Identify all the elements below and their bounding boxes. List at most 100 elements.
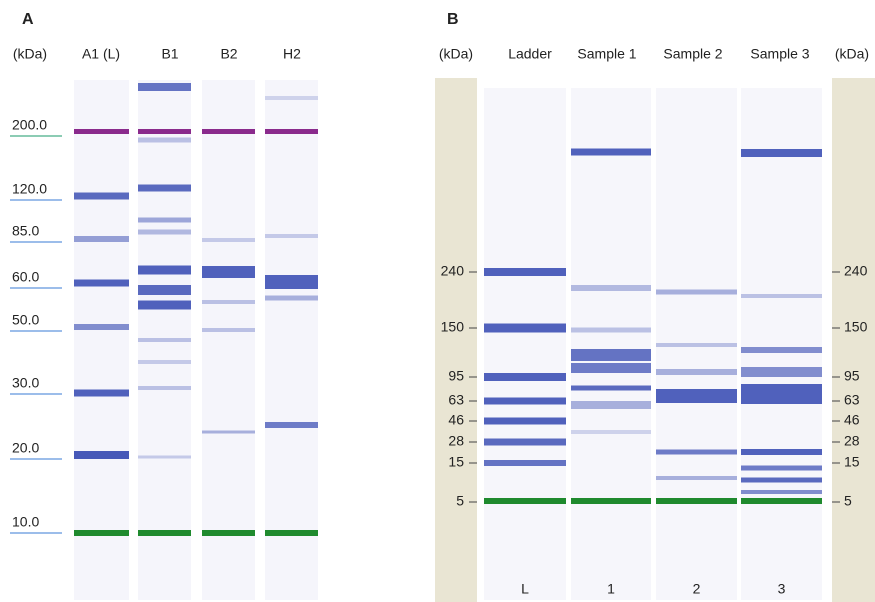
marker-label: 5 [456, 493, 464, 509]
band [571, 285, 651, 291]
band [138, 265, 191, 275]
band [74, 192, 129, 200]
band [265, 422, 318, 428]
marker-label: 63 [844, 392, 860, 408]
band [571, 148, 651, 156]
band [138, 137, 191, 143]
band [74, 236, 129, 242]
lane-id: 1 [607, 581, 615, 597]
lane-header: Ladder [508, 46, 552, 62]
band [656, 449, 737, 455]
upper-marker [74, 129, 129, 134]
band [571, 349, 651, 361]
band [484, 268, 566, 276]
band [741, 384, 822, 404]
marker-label: 28 [448, 433, 464, 449]
buffer-strip [435, 78, 477, 602]
band [571, 327, 651, 333]
band [265, 234, 318, 238]
lane-id: 3 [778, 581, 786, 597]
marker-label: 50.0 [12, 312, 39, 328]
marker-label: 15 [844, 454, 860, 470]
lower-marker [265, 530, 318, 536]
lane-header: Sample 3 [750, 46, 809, 62]
band [656, 389, 737, 403]
band [265, 295, 318, 301]
band [265, 96, 318, 100]
band [656, 343, 737, 347]
band [138, 229, 191, 235]
lane [138, 80, 191, 600]
band [571, 401, 651, 409]
lane [741, 88, 822, 600]
band [265, 275, 318, 289]
band [741, 149, 822, 157]
lower-marker [571, 498, 651, 504]
band [138, 83, 191, 91]
band [656, 289, 737, 295]
unit-label: (kDa) [439, 46, 473, 62]
marker-label: 150 [844, 319, 868, 335]
band [138, 455, 191, 459]
lane-header: Sample 2 [663, 46, 722, 62]
marker-label: 46 [844, 412, 860, 428]
marker-label: 60.0 [12, 269, 39, 285]
lower-marker [656, 498, 737, 504]
lane-id: L [521, 581, 529, 597]
lower-marker [74, 530, 129, 536]
band [202, 238, 255, 242]
band [138, 184, 191, 192]
band [571, 363, 651, 373]
lane-id: 2 [693, 581, 701, 597]
lane [571, 88, 651, 600]
marker-label: 30.0 [12, 375, 39, 391]
band [484, 397, 566, 405]
band [484, 460, 566, 466]
marker-label: 150 [441, 319, 465, 335]
band [74, 279, 129, 287]
upper-marker [202, 129, 255, 134]
buffer-strip [832, 78, 875, 602]
band [741, 449, 822, 455]
marker-label: 85.0 [12, 223, 39, 239]
marker-label: 95 [844, 368, 860, 384]
marker-label: 63 [448, 392, 464, 408]
band [202, 430, 255, 434]
lower-marker [741, 498, 822, 504]
lane [656, 88, 737, 600]
lane-header: A1 (L) [82, 46, 120, 62]
lane-header: B1 [161, 46, 178, 62]
marker-label: 46 [448, 412, 464, 428]
upper-marker [265, 129, 318, 134]
marker-label: 200.0 [12, 117, 47, 133]
marker-label: 240 [441, 263, 465, 279]
band [202, 266, 255, 278]
band [484, 373, 566, 381]
lane [202, 80, 255, 600]
marker-label: 28 [844, 433, 860, 449]
band [741, 490, 822, 494]
marker-label: 15 [448, 454, 464, 470]
marker-label: 95 [448, 368, 464, 384]
band [74, 389, 129, 397]
unit-label: (kDa) [835, 46, 869, 62]
band [656, 369, 737, 375]
band [138, 386, 191, 390]
band [571, 385, 651, 391]
band [202, 328, 255, 332]
lower-marker [138, 530, 191, 536]
lane [484, 88, 566, 600]
band [741, 465, 822, 471]
band [741, 367, 822, 377]
band [484, 417, 566, 425]
marker-label: 240 [844, 263, 868, 279]
lower-marker [202, 530, 255, 536]
panel-label: A [22, 11, 34, 28]
marker-label: 20.0 [12, 440, 39, 456]
lane [74, 80, 129, 600]
band [484, 323, 566, 333]
upper-marker [138, 129, 191, 134]
band [484, 438, 566, 446]
unit-label: (kDa) [13, 46, 47, 62]
